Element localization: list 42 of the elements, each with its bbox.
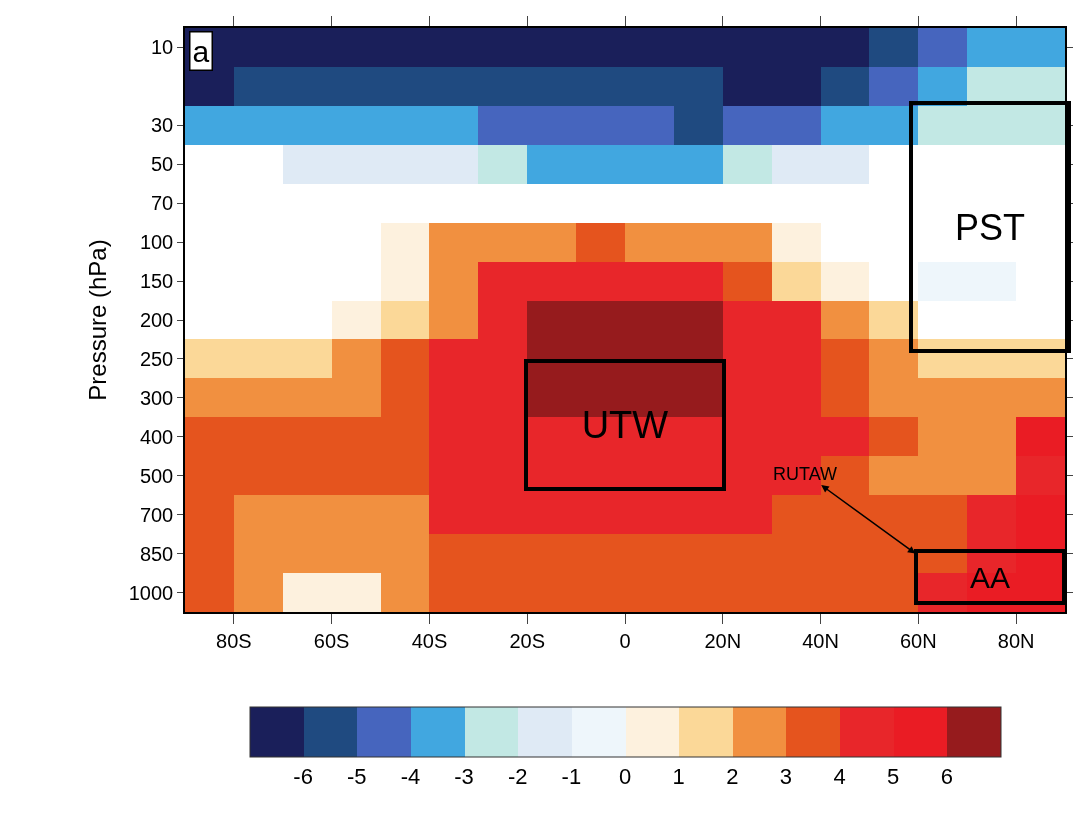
color-bar-label: 1: [672, 764, 685, 790]
y-tick-label: 500: [139, 464, 174, 487]
color-bar-label: -2: [507, 764, 528, 790]
color-bar-label: 6: [940, 764, 953, 790]
color-bar-label: 5: [887, 764, 900, 790]
x-tick-label: 60S: [313, 629, 350, 652]
color-bar-label: 2: [726, 764, 739, 790]
y-tick-label: 50: [151, 153, 174, 176]
color-bar-label: 0: [618, 764, 632, 790]
color-bar-label: 4: [833, 764, 846, 790]
annotation: UTW: [581, 404, 669, 446]
y-tick-label: 150: [139, 270, 174, 293]
x-tick-label: 80S: [216, 629, 252, 652]
annotation: a: [192, 34, 210, 68]
y-tick-label: 250: [139, 347, 174, 370]
color-bar-label: -6: [293, 764, 313, 790]
y-tick-label: 400: [139, 425, 174, 448]
y-axis-title: Pressure (hPa): [84, 239, 112, 401]
y-tick-label: 100: [139, 231, 174, 254]
x-tick-label: 20S: [509, 629, 546, 652]
y-tick-label: 30: [151, 114, 174, 137]
y-tick-label: 10: [151, 36, 174, 59]
x-tick-label: 40S: [411, 629, 448, 652]
x-tick-label: 60N: [899, 629, 937, 652]
color-bar-label: -5: [347, 764, 367, 790]
color-bar-label: -3: [454, 764, 474, 790]
x-tick-label: 20N: [704, 629, 742, 652]
y-tick-label: 700: [139, 503, 174, 526]
annotation: AA: [969, 560, 1011, 594]
y-tick-label: 1000: [128, 581, 174, 604]
annotation: RUTAW: [773, 464, 837, 484]
y-tick-label: 850: [139, 542, 174, 565]
y-tick-label: 200: [139, 309, 174, 331]
x-tick-label: 0: [619, 629, 631, 652]
color-bar-label: -1: [561, 764, 582, 790]
annotation: PST: [954, 206, 1026, 248]
x-tick-label: 40N: [802, 629, 839, 652]
color-bar-label: 3: [779, 764, 793, 790]
y-tick-label: 300: [139, 386, 174, 409]
y-tick-label: 70: [151, 192, 174, 215]
color-bar-label: -4: [400, 764, 421, 790]
x-tick-label: 80N: [997, 629, 1035, 652]
